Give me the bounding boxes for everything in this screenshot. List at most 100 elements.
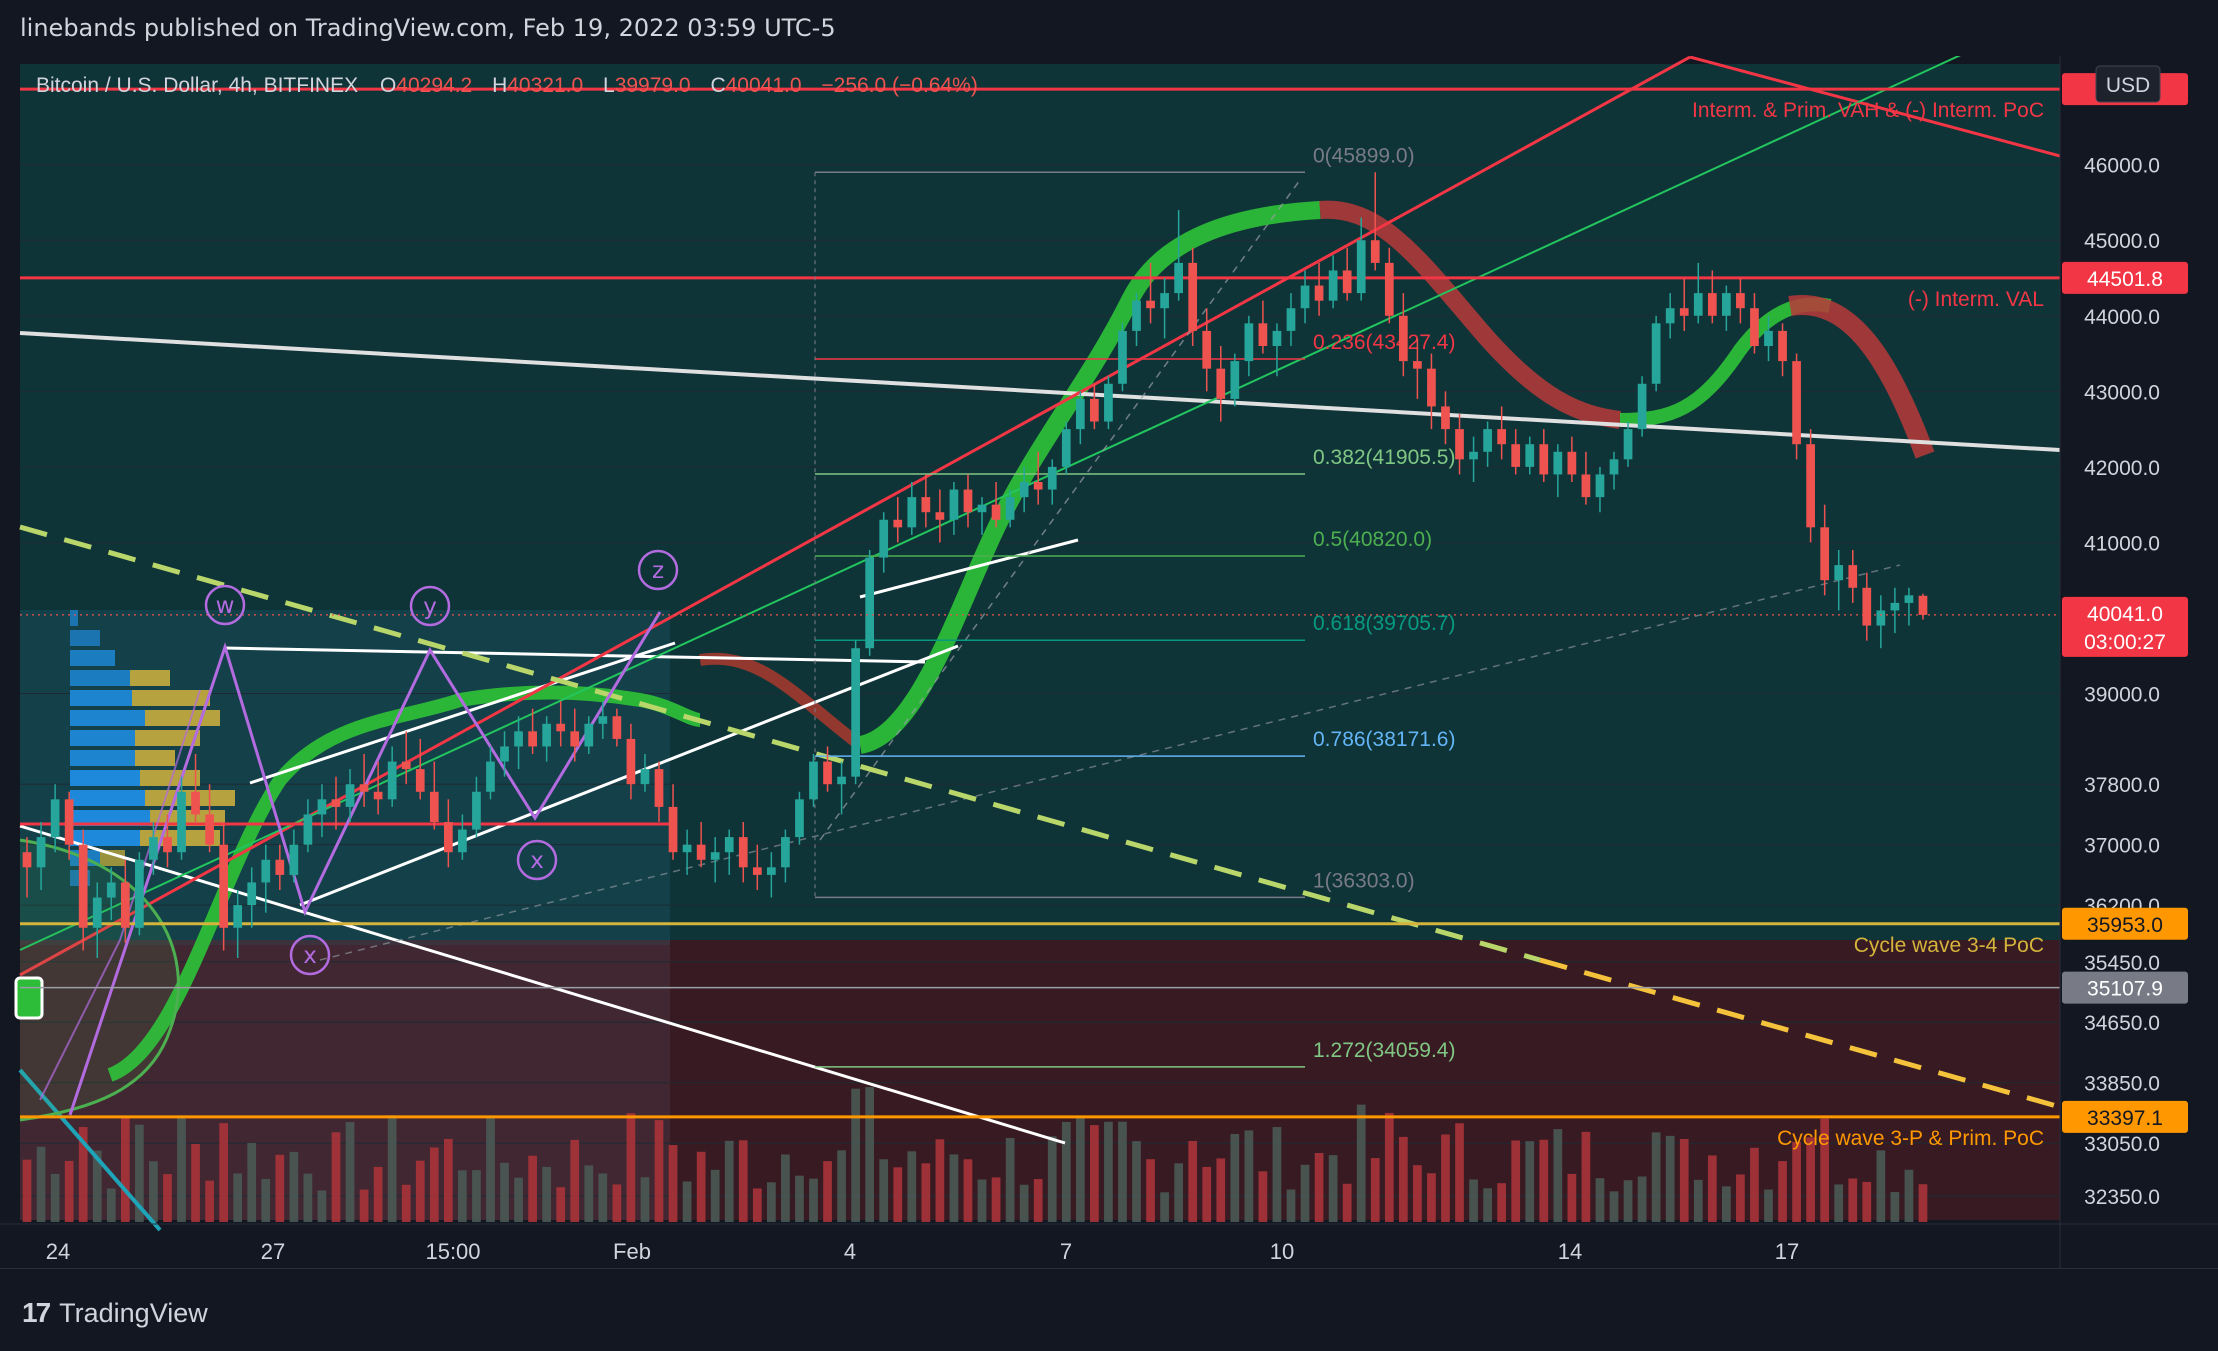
volume-bar: [1722, 1186, 1731, 1222]
volume-bar: [1665, 1135, 1675, 1222]
price-badge: [2062, 261, 2188, 294]
volume-profile-bar: [70, 830, 140, 846]
candle-body: [289, 844, 299, 875]
volume-bar: [303, 1173, 313, 1222]
candle-body: [120, 882, 130, 928]
volume-bar: [1581, 1131, 1591, 1222]
legend-low: 39979.0: [615, 74, 691, 97]
candle-body: [1005, 497, 1015, 520]
time-tick-label: 4: [844, 1239, 856, 1264]
candle-body: [387, 761, 397, 800]
legend-close: 40041.0: [726, 74, 802, 97]
volume-bar: [472, 1170, 481, 1222]
time-axis[interactable]: 24 27 15:00 Feb 4 7 10 14 17: [46, 1239, 1799, 1264]
volume-bar: [1834, 1184, 1844, 1222]
volume-bar: [1272, 1127, 1282, 1222]
candle-body: [935, 512, 945, 520]
volume-bar: [921, 1163, 931, 1222]
volume-bar: [1160, 1192, 1169, 1222]
volume-bar: [1806, 1137, 1815, 1222]
candle-body: [317, 799, 327, 815]
candle-body: [626, 738, 636, 785]
candle-body: [823, 761, 832, 785]
candle-body: [1075, 398, 1085, 430]
price-chart[interactable]: 0(45899.0) 0.236(43427.4) 0.382(41905.5) 0.…: [0, 56, 2218, 1268]
footer: 17 TradingView: [0, 1268, 2218, 1351]
volume-bar: [1455, 1123, 1464, 1222]
candle-body: [893, 519, 903, 528]
volume-bar: [401, 1184, 411, 1222]
candle-body: [584, 723, 594, 747]
volume-bar: [1693, 1179, 1703, 1222]
horizontal-level-label: Cycle wave 3-4 PoC: [1854, 934, 2044, 957]
volume-bar: [443, 1138, 453, 1222]
fib-level-label: 1.272(34059.4): [1313, 1039, 1455, 1062]
volume-bar: [1679, 1138, 1689, 1222]
fibonacci-retracement[interactable]: 0(45899.0) 0.236(43427.4) 0.382(41905.5) 0.…: [814, 144, 1455, 1068]
volume-bar: [584, 1165, 594, 1222]
candle-body: [275, 859, 285, 875]
volume-bar: [78, 1126, 88, 1222]
volume-bar: [317, 1190, 327, 1222]
volume-profile-bar: [70, 810, 150, 826]
wave-label-z: z: [637, 549, 679, 591]
candle-body: [163, 837, 172, 853]
candle-body: [1707, 293, 1717, 316]
volume-bar: [1286, 1189, 1296, 1222]
candle-body: [177, 791, 186, 853]
volume-profile-bar: [140, 770, 200, 786]
volume-bar: [542, 1166, 552, 1222]
legend-low-label: L: [603, 74, 615, 97]
candle-body: [1750, 308, 1759, 346]
volume-bar: [668, 1145, 678, 1222]
red-falling-trendline: [1689, 56, 2061, 158]
candle-body: [219, 844, 228, 928]
volume-bar: [1033, 1179, 1043, 1222]
price-tick-label: 43000.0: [2084, 381, 2160, 404]
price-scale[interactable]: 47000.046000.045000.044000.043000.042000…: [2084, 79, 2160, 1209]
candle-body: [247, 882, 257, 906]
volume-bar: [205, 1180, 214, 1222]
volume-profile-bar: [70, 670, 130, 686]
volume-bar: [907, 1151, 917, 1222]
volume-bar: [738, 1140, 748, 1222]
publish-header: linebands published on TradingView.com, …: [0, 0, 2218, 56]
volume-bar: [1146, 1159, 1155, 1222]
candle-body: [92, 897, 102, 928]
volume-bar: [570, 1139, 580, 1222]
wave-label-w-text: w: [216, 593, 235, 619]
fib-level-label: 0.5(40820.0): [1313, 528, 1432, 551]
candle-body: [991, 504, 1001, 520]
candle-body: [191, 791, 200, 815]
candle-body: [1272, 330, 1282, 346]
candle-body: [233, 905, 243, 928]
candle-body: [921, 497, 931, 513]
price-badge-countdown: 03:00:27: [2084, 631, 2166, 654]
wave-label-x1-text: x: [530, 848, 544, 874]
price-badge: [2062, 1100, 2188, 1133]
tradingview-logo-icon: 17: [22, 1297, 51, 1328]
candle-body: [767, 867, 776, 875]
candle-body: [1469, 451, 1478, 460]
volume-bar: [415, 1160, 425, 1222]
horizontal-level-label: Cycle wave 3-P & Prim. PoC: [1777, 1127, 2044, 1150]
candle-body: [1370, 240, 1380, 263]
volume-bar: [1413, 1165, 1422, 1222]
candle-body: [1679, 308, 1689, 316]
candle-body: [135, 859, 144, 928]
currency-button[interactable]: USD: [2095, 65, 2161, 103]
volume-profile-bar: [70, 710, 145, 726]
time-tick-label: 15:00: [425, 1239, 480, 1264]
volume-bar: [935, 1139, 945, 1222]
candle-body: [1904, 595, 1914, 603]
wave-label-x2-text: x: [303, 943, 317, 969]
candle-body: [1637, 383, 1647, 430]
tradingview-brand[interactable]: 17 TradingView: [22, 1297, 208, 1329]
wave-label-y-text: y: [423, 594, 437, 620]
volume-profile-bar: [70, 790, 145, 806]
volume-bar: [1623, 1180, 1633, 1222]
volume-bar: [514, 1177, 523, 1222]
volume-bar: [345, 1122, 355, 1222]
fib-level-label: 1(36303.0): [1313, 869, 1415, 892]
volume-bar: [191, 1143, 200, 1222]
